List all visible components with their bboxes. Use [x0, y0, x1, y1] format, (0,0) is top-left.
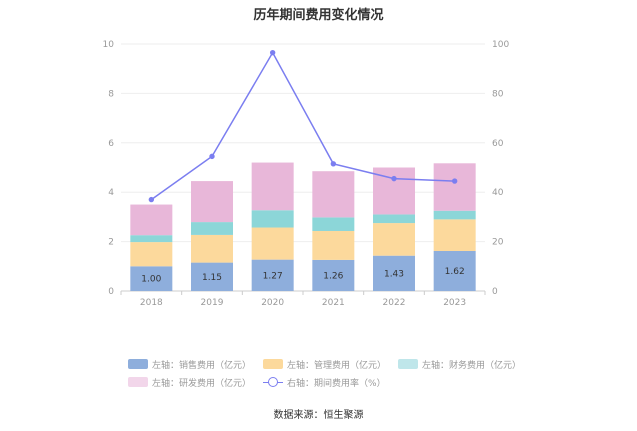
left-axis: 0 2 4 6 8 10	[103, 40, 115, 297]
bar-segment	[312, 217, 355, 231]
x-axis-tick-label: 2022	[383, 298, 406, 308]
bar-segment	[312, 259, 355, 291]
x-axis-tick-label: 2018	[140, 298, 163, 308]
legend-swatch-sales	[128, 359, 148, 369]
chart-title: 历年期间费用变化情况	[253, 8, 384, 23]
bar-segment	[130, 204, 173, 236]
right-axis: 0 20 40 60 80 100	[492, 40, 509, 297]
legend-swatch-admin	[263, 359, 284, 369]
bar-segment	[373, 255, 415, 291]
legend-label-rate: 右轴：期间费用率（%）	[287, 378, 386, 389]
x-axis-tick-label: 2023	[443, 298, 466, 308]
left-axis-tick-label: 0	[108, 287, 114, 297]
right-axis-tick-label: 0	[492, 287, 498, 297]
bar-segment	[191, 222, 233, 235]
legend-item-finance[interactable]: 左轴：财务费用（亿元）	[398, 358, 521, 371]
bar-segment	[130, 235, 173, 243]
left-axis-tick-label: 2	[108, 238, 114, 248]
line-point	[209, 153, 215, 160]
legend-label-rnd: 左轴：研发费用（亿元）	[152, 378, 252, 389]
legend-swatch-finance	[398, 359, 419, 369]
x-axis-tick-label: 2021	[322, 298, 345, 308]
left-axis-tick-label: 8	[108, 89, 114, 99]
right-axis-tick-label: 80	[492, 89, 504, 99]
right-axis-tick-label: 40	[492, 188, 504, 198]
legend-line-marker-icon	[263, 377, 284, 387]
right-axis-tick-label: 100	[492, 40, 509, 50]
bar-segment	[251, 259, 294, 291]
bar-data-label: 1.62	[445, 267, 465, 277]
legend-item-rnd[interactable]: 左轴：研发费用（亿元）	[128, 376, 251, 389]
bar-data-label: 1.00	[141, 275, 161, 285]
bar-segment	[433, 219, 476, 251]
bar-segment	[251, 162, 294, 211]
bar-segment	[312, 230, 355, 260]
x-axis-tick-label: 2020	[261, 298, 284, 308]
gridlines	[121, 43, 485, 243]
bar-segment	[251, 227, 294, 260]
left-axis-tick-label: 10	[103, 40, 115, 50]
x-axis-tick-label: 2019	[201, 298, 224, 308]
bar-series	[130, 162, 476, 291]
data-source: 数据来源：恒生聚源	[273, 410, 364, 421]
bar-segment	[433, 163, 476, 211]
x-axis: 2018 2019 2020 2021 2022 2023	[120, 290, 486, 308]
bar-data-label: 1.27	[263, 271, 283, 281]
bar-segment	[130, 242, 173, 267]
bar-data-label: 1.15	[202, 273, 222, 283]
legend-label-admin: 左轴：管理费用（亿元）	[287, 360, 387, 371]
right-axis-tick-label: 20	[492, 238, 504, 248]
bar-segment	[191, 234, 233, 263]
line-point	[330, 161, 337, 167]
legend-swatch-rnd	[128, 377, 148, 387]
right-axis-tick-label: 60	[492, 139, 504, 149]
legend-label-sales: 左轴：销售费用（亿元）	[152, 360, 252, 371]
left-axis-tick-label: 4	[108, 188, 114, 198]
line-point	[391, 175, 397, 182]
legend: 左轴：销售费用（亿元） 左轴：管理费用（亿元） 左轴：财务费用（亿元） 左轴：研…	[128, 355, 548, 391]
bar-data-label: 1.26	[323, 271, 343, 281]
bar-segment	[433, 250, 476, 291]
bar-segment	[251, 210, 294, 228]
legend-label-finance: 左轴：财务费用（亿元）	[422, 360, 522, 371]
legend-item-sales[interactable]: 左轴：销售费用（亿元）	[128, 358, 251, 371]
line-path	[150, 51, 455, 201]
line-point	[269, 49, 276, 56]
bar-segment	[191, 181, 233, 223]
bar-segment	[312, 171, 355, 218]
chart-area: 0 2 4 6 8 10 0 20 40 60 80 100 2018 2019 2020 2021 202…	[103, 40, 510, 308]
bar-labels: 1.00 1.15 1.27 1.26 1.43 1.62	[141, 267, 464, 285]
bar-segment	[373, 214, 415, 224]
line-series	[148, 49, 458, 203]
bar-segment	[433, 210, 476, 220]
bar-segment	[191, 262, 233, 291]
bar-segment	[130, 266, 173, 291]
line-point	[148, 196, 155, 203]
left-axis-tick-label: 6	[108, 139, 114, 149]
legend-item-rate[interactable]: 右轴：期间费用率（%）	[263, 376, 386, 389]
legend-item-admin[interactable]: 左轴：管理费用（亿元）	[263, 358, 386, 371]
bar-segment	[373, 223, 415, 256]
bar-data-label: 1.43	[384, 269, 404, 279]
line-point	[451, 178, 458, 184]
